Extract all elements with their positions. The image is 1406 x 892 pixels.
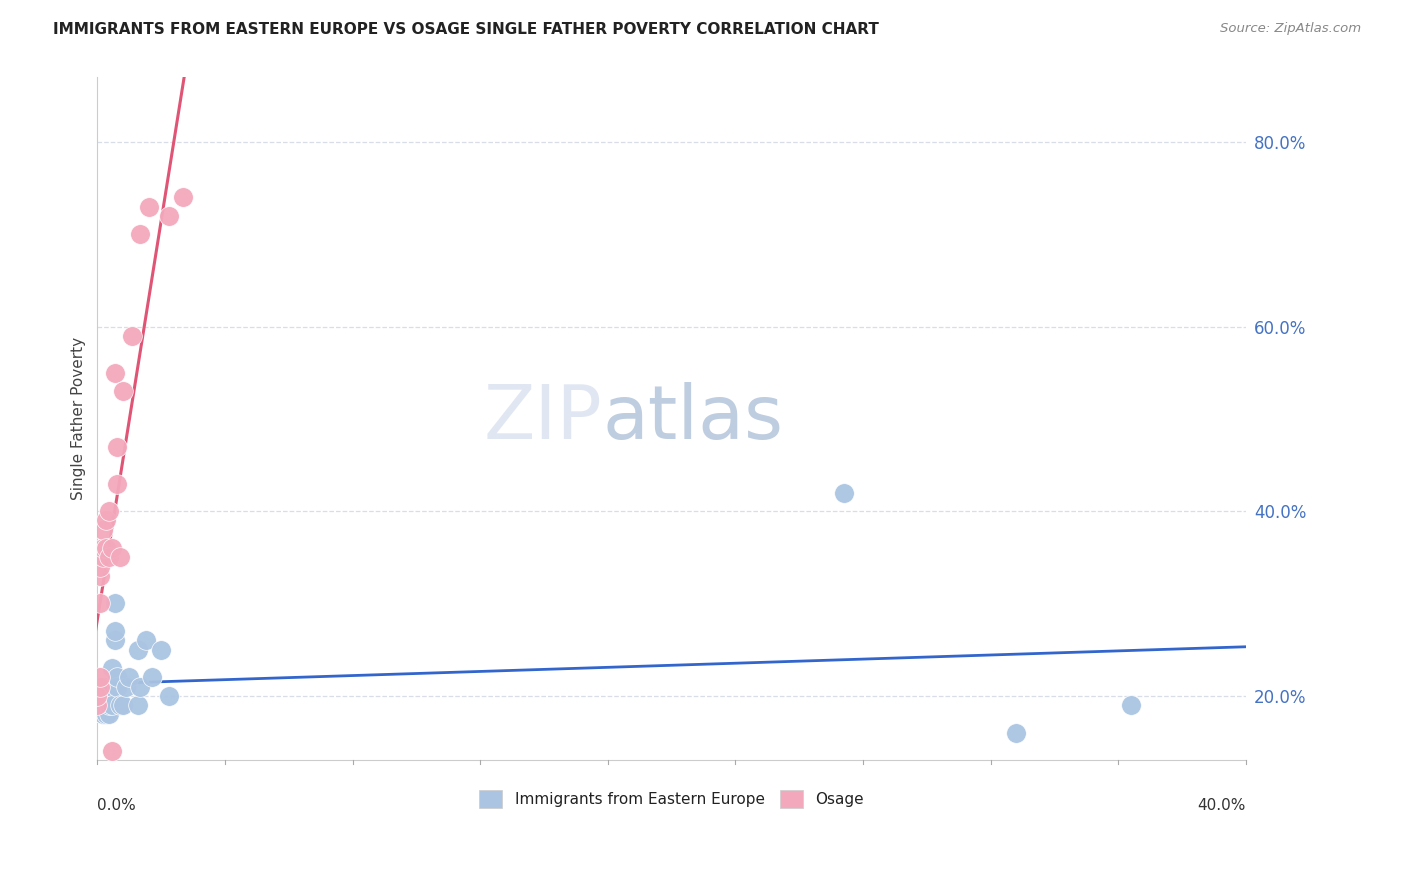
Point [100, 541, 122, 555]
Point [121, 329, 143, 343]
Text: IMMIGRANTS FROM EASTERN EUROPE VS OSAGE SINGLE FATHER POVERTY CORRELATION CHART: IMMIGRANTS FROM EASTERN EUROPE VS OSAGE … [53, 22, 879, 37]
Point [91, 541, 114, 555]
Point [94, 513, 117, 527]
Point [1119, 698, 1142, 712]
Point [1005, 725, 1028, 739]
Point [173, 190, 195, 204]
Point [112, 698, 135, 712]
Point [91, 523, 114, 537]
Point [103, 366, 125, 380]
Point [103, 633, 125, 648]
Point [97, 707, 120, 722]
Point [107, 440, 129, 454]
Point [100, 661, 122, 675]
Text: 40.0%: 40.0% [1198, 798, 1246, 813]
Point [89, 680, 111, 694]
Point [100, 680, 122, 694]
Point [107, 476, 129, 491]
Point [86, 689, 108, 703]
Point [91, 698, 114, 712]
Legend: Immigrants from Eastern Europe, Osage: Immigrants from Eastern Europe, Osage [474, 784, 870, 814]
Point [89, 680, 111, 694]
Point [118, 670, 141, 684]
Point [97, 698, 120, 712]
Point [110, 550, 132, 565]
Point [110, 698, 132, 712]
Point [157, 689, 180, 703]
Text: atlas: atlas [603, 383, 783, 456]
Point [86, 689, 108, 703]
Text: Source: ZipAtlas.com: Source: ZipAtlas.com [1220, 22, 1361, 36]
Point [115, 680, 138, 694]
Point [91, 550, 114, 565]
Point [103, 597, 125, 611]
Text: 0.0%: 0.0% [97, 798, 136, 813]
Point [149, 642, 172, 657]
Point [89, 559, 111, 574]
Point [89, 698, 111, 712]
Point [107, 670, 129, 684]
Point [100, 698, 122, 712]
Text: ZIP: ZIP [484, 383, 603, 456]
Point [91, 707, 114, 722]
Point [94, 541, 117, 555]
Point [107, 680, 129, 694]
Point [94, 707, 117, 722]
Point [86, 698, 108, 712]
Point [89, 597, 111, 611]
Point [129, 680, 152, 694]
Point [91, 707, 114, 722]
Point [127, 642, 149, 657]
Y-axis label: Single Father Poverty: Single Father Poverty [72, 337, 86, 500]
Point [100, 744, 122, 758]
Point [127, 698, 149, 712]
Point [89, 569, 111, 583]
Point [135, 633, 157, 648]
Point [97, 550, 120, 565]
Point [94, 689, 117, 703]
Point [103, 624, 125, 639]
Point [97, 504, 120, 518]
Point [141, 670, 163, 684]
Point [129, 227, 152, 242]
Point [157, 209, 180, 223]
Point [91, 680, 114, 694]
Point [138, 200, 160, 214]
Point [89, 689, 111, 703]
Point [89, 670, 111, 684]
Point [832, 485, 855, 500]
Point [112, 384, 135, 399]
